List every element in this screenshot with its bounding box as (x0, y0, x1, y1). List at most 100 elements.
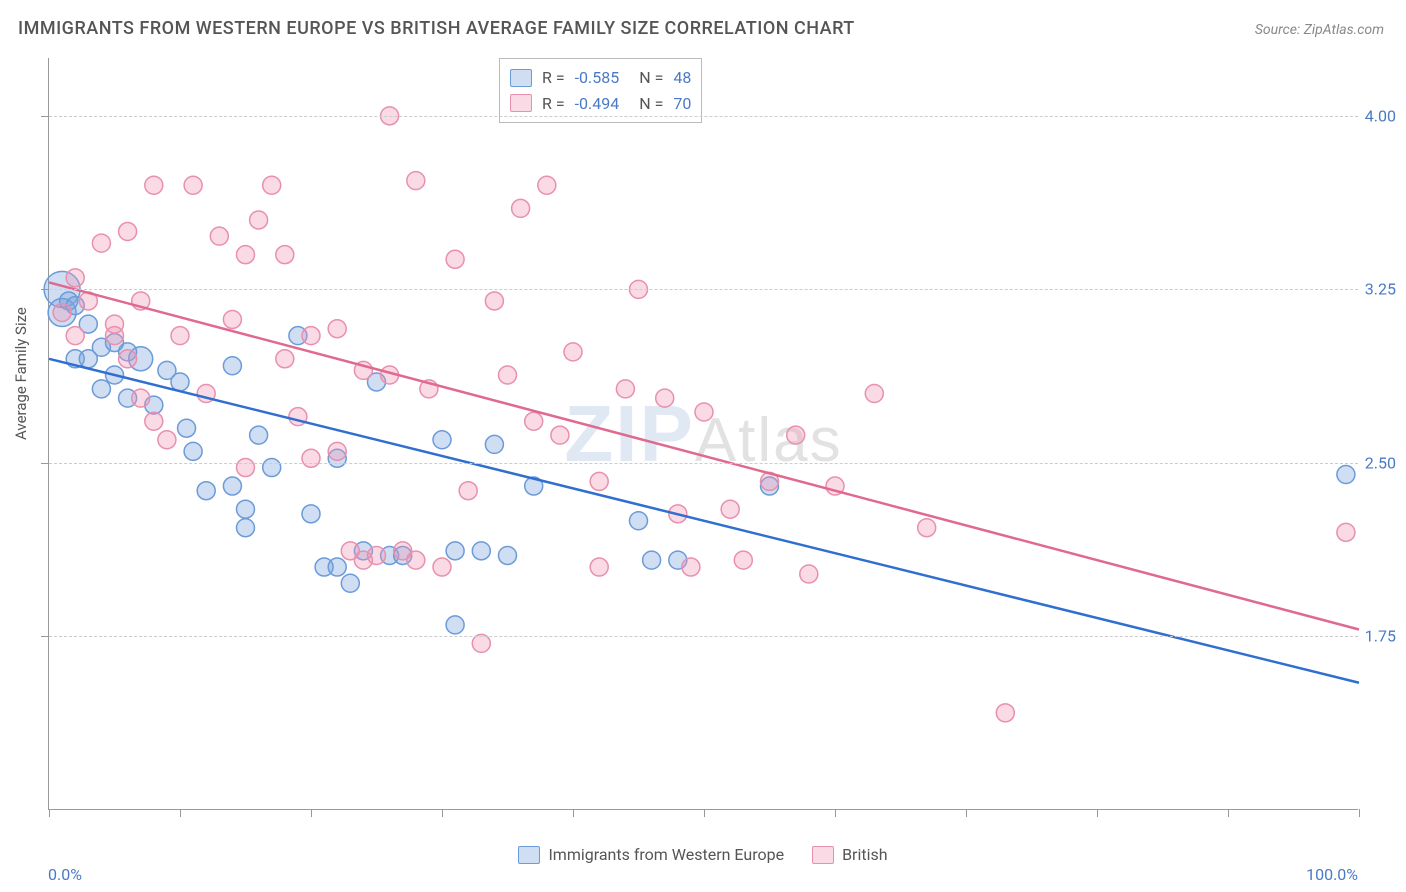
data-point (158, 431, 176, 449)
y-tick (41, 463, 49, 464)
data-point (223, 357, 241, 375)
x-tick (1359, 809, 1360, 817)
legend-r-label: R = (542, 65, 565, 91)
x-tick (180, 809, 181, 817)
data-point (721, 500, 739, 518)
data-point (197, 482, 215, 500)
data-point (223, 477, 241, 495)
data-point (682, 558, 700, 576)
data-point (643, 551, 661, 569)
y-tick (41, 636, 49, 637)
data-point (92, 380, 110, 398)
data-point (53, 304, 71, 322)
data-point (564, 343, 582, 361)
data-point (223, 310, 241, 328)
data-point (328, 442, 346, 460)
data-point (328, 320, 346, 338)
data-point (132, 389, 150, 407)
data-point (263, 459, 281, 477)
data-point (525, 412, 543, 430)
data-point (368, 546, 386, 564)
data-point (341, 574, 359, 592)
legend-bottom-label: Immigrants from Western Europe (548, 845, 784, 864)
gridline-h (49, 116, 1358, 117)
data-point (171, 373, 189, 391)
data-point (119, 350, 137, 368)
data-point (178, 419, 196, 437)
data-point (433, 558, 451, 576)
x-tick (311, 809, 312, 817)
data-point (918, 519, 936, 537)
data-point (302, 449, 320, 467)
data-point (472, 542, 490, 560)
x-max-label: 100.0% (1306, 865, 1358, 884)
data-point (446, 250, 464, 268)
x-tick (966, 809, 967, 817)
data-point (250, 211, 268, 229)
legend-bottom-label: British (842, 845, 887, 864)
data-point (616, 380, 634, 398)
data-point (145, 176, 163, 194)
y-tick-label: 2.50 (1365, 453, 1396, 472)
legend-swatch (518, 846, 540, 864)
legend-swatch (510, 69, 532, 87)
gridline-h (49, 636, 1358, 637)
data-point (276, 350, 294, 368)
data-point (446, 616, 464, 634)
data-point (119, 223, 137, 241)
y-axis-label: Average Family Size (12, 307, 30, 440)
data-point (459, 482, 477, 500)
data-point (787, 426, 805, 444)
x-tick (49, 809, 50, 817)
data-point (106, 327, 124, 345)
data-point (499, 546, 517, 564)
x-tick (573, 809, 574, 817)
data-point (237, 500, 255, 518)
data-point (485, 435, 503, 453)
y-tick-label: 3.25 (1365, 280, 1396, 299)
legend-n-value: 48 (673, 65, 691, 91)
data-point (145, 412, 163, 430)
data-point (1337, 523, 1355, 541)
legend-row: R =-0.585N =48 (510, 65, 691, 91)
x-tick (1097, 809, 1098, 817)
data-point (328, 558, 346, 576)
y-tick-label: 4.00 (1365, 106, 1396, 125)
x-tick (442, 809, 443, 817)
x-tick (835, 809, 836, 817)
data-point (551, 426, 569, 444)
legend-bottom-item: British (812, 845, 887, 864)
data-point (237, 246, 255, 264)
chart-title: IMMIGRANTS FROM WESTERN EUROPE VS BRITIS… (18, 18, 855, 39)
x-min-label: 0.0% (48, 865, 82, 884)
gridline-h (49, 289, 1358, 290)
source-label: Source: ZipAtlas.com (1255, 22, 1384, 38)
data-point (407, 172, 425, 190)
legend-swatch (510, 94, 532, 112)
data-point (237, 519, 255, 537)
data-point (538, 176, 556, 194)
legend-n-label: N = (639, 91, 663, 117)
legend-r-label: R = (542, 91, 565, 117)
gridline-h (49, 463, 1358, 464)
data-point (446, 542, 464, 560)
y-tick-label: 1.75 (1365, 627, 1396, 646)
data-point (800, 565, 818, 583)
x-tick (704, 809, 705, 817)
data-point (250, 426, 268, 444)
data-point (590, 472, 608, 490)
legend-bottom-item: Immigrants from Western Europe (518, 845, 784, 864)
data-point (865, 385, 883, 403)
data-point (210, 227, 228, 245)
data-point (302, 505, 320, 523)
plot-area: ZIPAtlas R =-0.585N =48R =-0.494N =70 (48, 58, 1358, 810)
data-point (92, 234, 110, 252)
legend-bottom: Immigrants from Western Europe British (48, 845, 1358, 864)
data-point (276, 246, 294, 264)
data-point (695, 403, 713, 421)
data-point (630, 512, 648, 530)
data-point (512, 199, 530, 217)
data-point (656, 389, 674, 407)
data-point (66, 269, 84, 287)
x-tick (1228, 809, 1229, 817)
